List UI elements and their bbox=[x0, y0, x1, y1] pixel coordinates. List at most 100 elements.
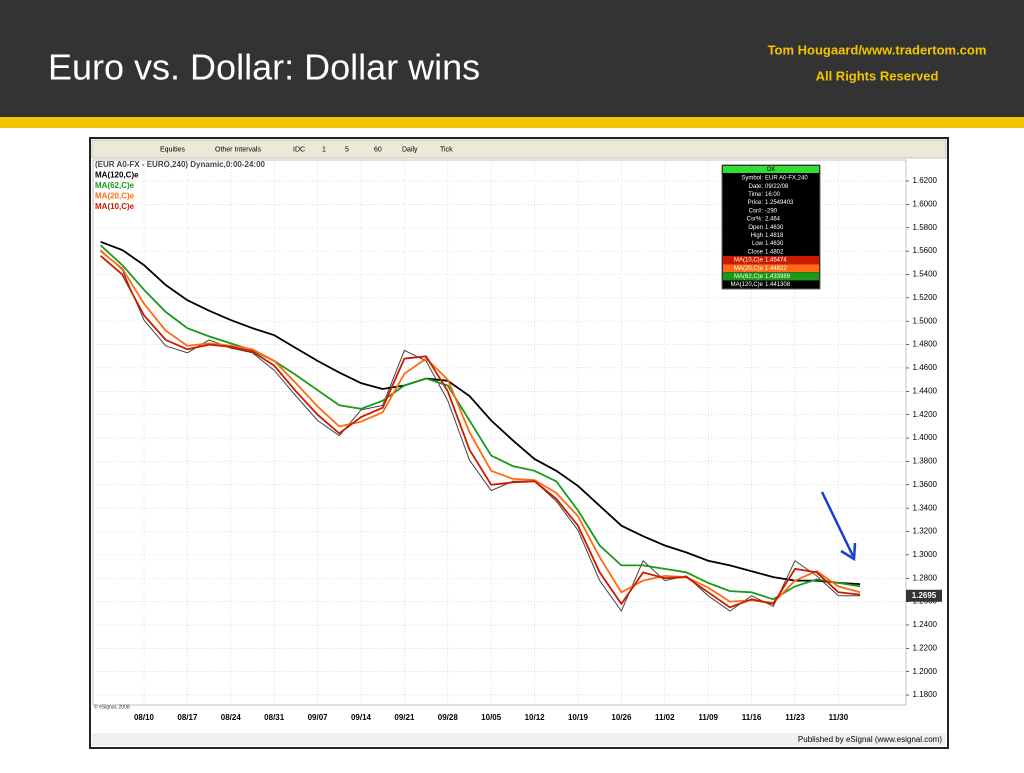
x-tick-label: 09/21 bbox=[394, 713, 415, 722]
arrow-head bbox=[840, 542, 857, 562]
info-label: Price: bbox=[748, 200, 764, 206]
info-value: 1.4818 bbox=[765, 233, 784, 239]
y-tick-label: 1.2400 bbox=[913, 620, 938, 629]
y-tick-label: 1.4200 bbox=[913, 410, 938, 419]
info-label: Csr#: bbox=[749, 208, 764, 214]
x-tick-label: 11/09 bbox=[698, 713, 718, 722]
info-value: -290 bbox=[765, 208, 778, 214]
info-value: 2.464 bbox=[765, 217, 781, 223]
footer-bar bbox=[92, 733, 946, 746]
toolbar-item: Equities bbox=[160, 146, 185, 153]
info-value: 1.433989 bbox=[765, 274, 791, 280]
y-tick-label: 1.4600 bbox=[913, 363, 938, 372]
series-line bbox=[100, 250, 861, 604]
y-tick-label: 1.3000 bbox=[913, 550, 938, 559]
toolbar-item: Other Intervals bbox=[215, 146, 261, 153]
info-label: Symbol: bbox=[741, 176, 763, 182]
info-value: 09/22/08 bbox=[765, 184, 789, 190]
y-tick-label: 1.4000 bbox=[913, 433, 938, 442]
info-label: MA(20,C)e bbox=[734, 266, 764, 272]
info-value: 1.4802 bbox=[765, 249, 784, 255]
y-tick-label: 1.6200 bbox=[913, 176, 938, 185]
plot: Equities Other Intervals IDC 1 5 60 Daily Tick 1… bbox=[93, 146, 942, 722]
series-line bbox=[99, 244, 861, 601]
y-tick-label: 1.5400 bbox=[913, 270, 938, 279]
y-tick-label: 1.3600 bbox=[913, 480, 938, 489]
x-tick-label: 11/16 bbox=[742, 713, 762, 722]
x-tick-label: 08/31 bbox=[264, 713, 285, 722]
y-tick-label: 1.2200 bbox=[913, 643, 938, 652]
slide-title: Euro vs. Dollar: Dollar wins bbox=[48, 47, 480, 88]
legend-entry: MA(10,C)e bbox=[95, 202, 135, 211]
x-tick-label: 10/26 bbox=[611, 713, 632, 722]
y-tick-label: 1.2000 bbox=[913, 667, 938, 676]
legend-entry: MA(20,C)e bbox=[95, 192, 135, 201]
header-band bbox=[0, 0, 1024, 117]
info-label: High bbox=[751, 233, 763, 239]
info-row-bg bbox=[723, 272, 819, 281]
author: Tom Hougaard/www.tradertom.com bbox=[768, 42, 987, 57]
legend-entry: (EUR A0-FX - EURO,240) Dynamic,0:00-24:0… bbox=[95, 160, 266, 169]
info-label: Date: bbox=[749, 184, 764, 190]
info-label: Open bbox=[748, 225, 763, 231]
toolbar bbox=[91, 139, 947, 159]
legend-entry: MA(62,C)e bbox=[95, 181, 135, 190]
publisher: Published by eSignal (www.esignal.com) bbox=[798, 735, 942, 744]
info-value: 1.45474 bbox=[765, 258, 787, 264]
info-label: Close bbox=[748, 249, 764, 255]
x-tick-label: 11/02 bbox=[655, 713, 675, 722]
info-label: MA(62,C)e bbox=[734, 274, 764, 280]
info-value: 1.2549403 bbox=[765, 200, 794, 206]
last-price-box bbox=[906, 589, 942, 602]
toolbar-item: Daily bbox=[402, 146, 418, 153]
info-value: 16:00 bbox=[765, 192, 781, 198]
x-tick-label: 09/07 bbox=[308, 713, 329, 722]
series-line bbox=[100, 240, 861, 585]
info-label: Low bbox=[752, 241, 764, 247]
info-row-bg bbox=[723, 256, 819, 264]
info-value: 1.4630 bbox=[765, 225, 784, 231]
x-tick-label: 10/19 bbox=[568, 713, 589, 722]
info-row-bg bbox=[723, 264, 819, 273]
y-tick-label: 1.5000 bbox=[913, 316, 938, 325]
last-price-label: 1.2695 bbox=[912, 591, 937, 600]
y-tick-label: 1.5800 bbox=[913, 223, 938, 232]
x-tick-label: 08/24 bbox=[221, 713, 242, 722]
y-tick-label: 1.6000 bbox=[913, 200, 938, 209]
y-tick-label: 1.5200 bbox=[913, 293, 938, 302]
x-tick-label: 09/14 bbox=[351, 713, 372, 722]
toolbar-item: IDC bbox=[293, 146, 305, 153]
copyright: © eSignal, 2008 bbox=[94, 703, 130, 710]
info-value: 1.441308 bbox=[765, 282, 791, 288]
info-value: 1.4630 bbox=[765, 241, 784, 247]
y-tick-label: 1.5600 bbox=[913, 246, 938, 255]
y-tick-label: 1.3200 bbox=[913, 527, 938, 536]
y-tick-label: 1.1800 bbox=[913, 690, 938, 699]
x-tick-label: 08/10 bbox=[134, 713, 155, 722]
info-value: 1.44822 bbox=[765, 266, 787, 272]
info-label: Csr%: bbox=[747, 217, 764, 223]
toolbar-item: 1 bbox=[322, 146, 326, 153]
x-tick-label: 10/12 bbox=[525, 713, 546, 722]
x-tick-label: 09/28 bbox=[438, 713, 459, 722]
x-tick-label: 11/30 bbox=[829, 713, 849, 722]
toolbar-item: Tick bbox=[440, 146, 453, 153]
info-label: MA(120,C)e bbox=[731, 282, 764, 288]
header-stripe bbox=[0, 117, 1024, 128]
y-tick-label: 1.4400 bbox=[913, 386, 938, 395]
y-tick-label: 1.3400 bbox=[913, 503, 938, 512]
x-tick-label: 11/23 bbox=[785, 713, 805, 722]
y-tick-label: 1.4800 bbox=[913, 340, 938, 349]
info-label: MA(10,C)e bbox=[734, 258, 764, 264]
info-label: Time: bbox=[748, 192, 763, 198]
info-status: OK bbox=[767, 167, 776, 173]
y-tick-label: 1.3800 bbox=[913, 457, 938, 466]
info-status-bg bbox=[723, 166, 819, 173]
series-line bbox=[100, 255, 861, 609]
rights: All Rights Reserved bbox=[816, 68, 939, 83]
toolbar-item: 5 bbox=[345, 146, 349, 153]
arrow-shaft bbox=[820, 491, 855, 557]
legend-entry: MA(120,C)e bbox=[95, 171, 139, 180]
x-tick-label: 10/05 bbox=[481, 713, 502, 722]
